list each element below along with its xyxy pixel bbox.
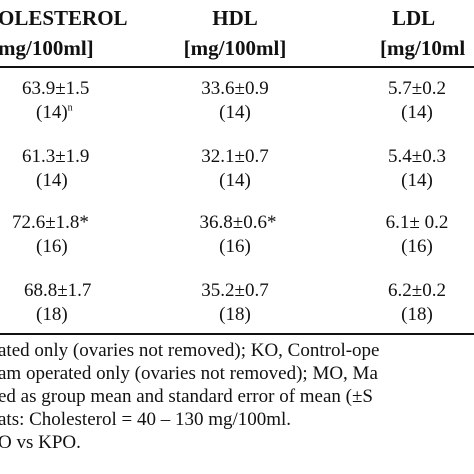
header-cholesterol-name: OLESTEROL	[0, 6, 128, 30]
footnote-line-5: O vs KPO.	[0, 432, 81, 453]
row4-chol-n: (18)	[36, 304, 68, 325]
row1-chol-value: 63.9±1.5	[22, 78, 90, 99]
row3-hdl-n: (16)	[219, 236, 251, 257]
row2-hdl-value: 32.1±0.7	[201, 146, 269, 167]
row4-ldl-n: (18)	[401, 304, 433, 325]
row4-ldl-value: 6.2±0.2	[388, 280, 446, 301]
row1-ldl-n: (14)	[401, 102, 433, 123]
header-ldl-unit: [mg/10ml	[380, 36, 466, 60]
row3-chol-value: 72.6±1.8*	[12, 212, 89, 233]
row3-chol-n: (16)	[36, 236, 68, 257]
header-divider	[0, 66, 474, 68]
row3-ldl-n: (16)	[401, 236, 433, 257]
row4-hdl-n: (18)	[219, 304, 251, 325]
header-ldl-name: LDL	[392, 6, 436, 30]
row4-hdl-value: 35.2±0.7	[201, 280, 269, 301]
row1-chol-n-sup: n	[67, 102, 73, 114]
row4-chol-value: 68.8±1.7	[24, 280, 92, 301]
row3-hdl-value: 36.8±0.6*	[199, 212, 277, 233]
footnote-line-2: am operated only (ovaries not removed); …	[0, 363, 378, 384]
row2-ldl-n: (14)	[401, 170, 433, 191]
row1-ldl-value: 5.7±0.2	[388, 78, 446, 99]
header-hdl-unit: [mg/100ml]	[183, 36, 287, 60]
row2-chol-n: (14)	[36, 170, 68, 191]
row2-chol-value: 61.3±1.9	[22, 146, 90, 167]
header-cholesterol-unit: mg/100ml]	[0, 36, 94, 60]
row2-ldl-value: 5.4±0.3	[388, 146, 446, 167]
footnote-line-1: ated only (ovaries not removed); KO, Con…	[0, 340, 380, 361]
row2-hdl-n: (14)	[219, 170, 251, 191]
table-bottom-divider	[0, 333, 474, 335]
footnote-line-4: ats: Cholesterol = 40 – 130 mg/100ml.	[0, 409, 292, 430]
row1-hdl-n: (14)	[219, 102, 251, 123]
footnote-line-3: ed as group mean and standard error of m…	[0, 386, 373, 407]
row1-chol-n-text: (14)	[36, 102, 68, 123]
header-hdl-name: HDL	[212, 6, 258, 30]
row3-ldl-value: 6.1± 0.2	[385, 212, 449, 233]
row1-hdl-value: 33.6±0.9	[201, 78, 269, 99]
row1-chol-n: (14)n	[36, 102, 73, 124]
